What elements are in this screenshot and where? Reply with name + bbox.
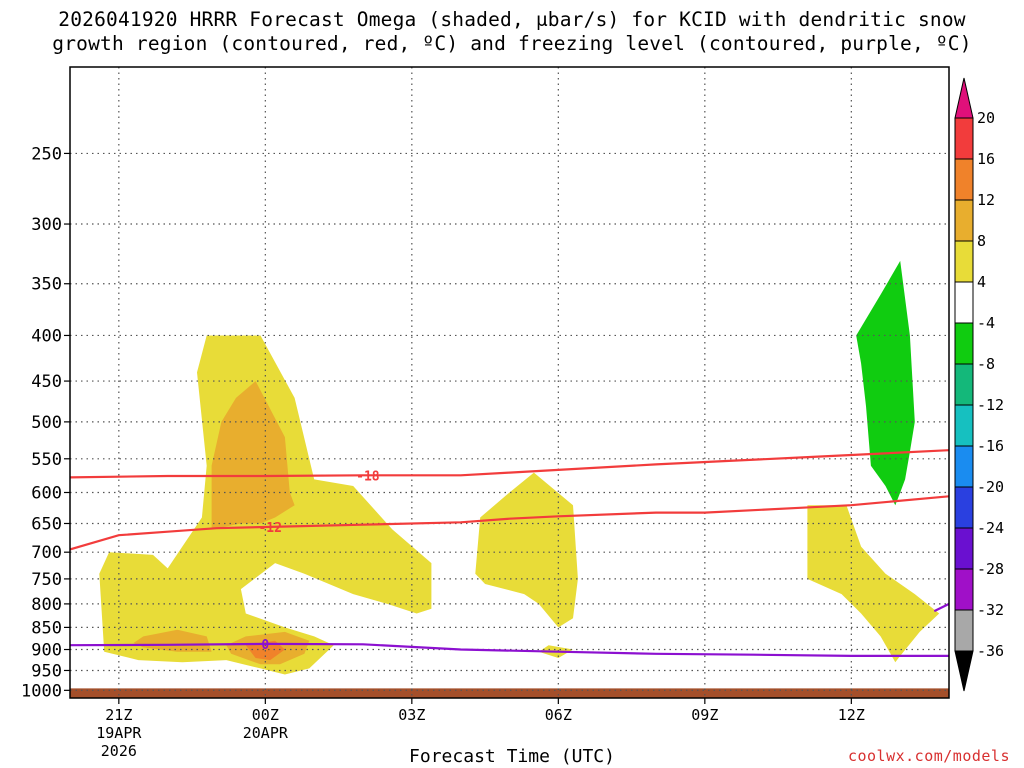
colorbar-label: -12 — [977, 396, 1004, 414]
ground-surface — [70, 688, 949, 698]
title-line-2: growth region (contoured, red, ºC) and f… — [52, 32, 972, 55]
y-tick-label: 300 — [31, 215, 62, 235]
colorbar-bottom-arrow — [954, 650, 974, 692]
x-tick-label: 03Z — [398, 706, 425, 724]
colorbar-bin — [954, 568, 974, 611]
omega-region-5 — [133, 629, 212, 652]
x-tick-label: 19APR — [96, 724, 142, 742]
x-axis-label: Forecast Time (UTC) — [409, 746, 615, 767]
y-tick-label: 500 — [31, 413, 62, 433]
y-tick-label: 850 — [31, 618, 62, 638]
colorbar-bin — [954, 527, 974, 570]
omega-region-3 — [807, 505, 940, 663]
colorbar-label: -24 — [977, 519, 1004, 537]
x-tick-label: 06Z — [545, 706, 572, 724]
y-tick-label: 400 — [31, 326, 62, 346]
contour-dgz_bottom — [70, 495, 949, 551]
x-tick-label: 21Z — [105, 706, 132, 724]
y-tick-label: 950 — [31, 661, 62, 681]
omega-shading-layer — [99, 260, 940, 675]
colorbar-bin — [954, 609, 974, 652]
contour-freezing_level_east — [933, 602, 949, 613]
contour-label: -18 — [356, 469, 380, 484]
y-tick-label: 800 — [31, 595, 62, 615]
y-tick-label: 250 — [31, 144, 62, 164]
colorbar-label: -28 — [977, 560, 1004, 578]
colorbar-label: -4 — [977, 314, 995, 332]
colorbar-bin — [954, 117, 974, 160]
colorbar-label: 8 — [977, 232, 986, 250]
y-tick-label: 350 — [31, 275, 62, 295]
chart-title: 2026041920 HRRR Forecast Omega (shaded, … — [0, 8, 1024, 56]
colorbar-bin — [954, 445, 974, 488]
colorbar-label: -8 — [977, 355, 995, 373]
credit-text: coolwx.com/models — [847, 747, 1010, 765]
contour-dgz_top — [70, 449, 949, 479]
colorbar-bin — [954, 404, 974, 447]
colorbar-bin — [954, 322, 974, 365]
contour-layer: -18 -12 0 — [70, 449, 949, 658]
colorbar-bin — [954, 363, 974, 406]
surface-layer — [70, 688, 949, 698]
y-tick-label: 700 — [31, 543, 62, 563]
colorbar-bin — [954, 240, 974, 283]
y-axis: 250 300 350 400 450 500 550 600 650 700 750 800 850 9… — [21, 144, 70, 701]
x-tick-label: 09Z — [691, 706, 718, 724]
colorbar-bin — [954, 158, 974, 201]
x-tick-label: 20APR — [243, 724, 289, 742]
y-tick-label: 550 — [31, 450, 62, 470]
contour-label: 0 — [261, 638, 269, 653]
x-tick-label: 2026 — [101, 742, 137, 760]
colorbar-top-arrow — [954, 77, 974, 119]
colorbar-label: 12 — [977, 191, 995, 209]
colorbar-label: 16 — [977, 150, 995, 168]
y-tick-label: 600 — [31, 483, 62, 503]
colorbar-label: 4 — [977, 273, 986, 291]
colorbar-bin — [954, 199, 974, 242]
colorbar-label: 20 — [977, 109, 995, 127]
x-tick-label: 12Z — [838, 706, 865, 724]
y-tick-label: 1000 — [21, 681, 62, 701]
colorbar-label: -16 — [977, 437, 1004, 455]
omega-region-8 — [856, 260, 915, 506]
y-tick-label: 900 — [31, 641, 62, 661]
y-tick-label: 450 — [31, 372, 62, 392]
colorbar: 20 16 12 8 4 -4 -8 -12 -16 -20 -24 -28 -32 -36 — [954, 77, 1004, 692]
colorbar-bin — [954, 486, 974, 529]
title-line-1: 2026041920 HRRR Forecast Omega (shaded, … — [58, 8, 966, 31]
grid-layer — [70, 67, 949, 698]
y-tick-label: 650 — [31, 514, 62, 534]
contour-freezing_level — [70, 642, 949, 658]
colorbar-label: -36 — [977, 642, 1004, 660]
omega-region-1 — [475, 472, 578, 628]
colorbar-label: -20 — [977, 478, 1004, 496]
plot-border — [69, 66, 950, 699]
colorbar-label: -32 — [977, 601, 1004, 619]
contour-label: -12 — [258, 521, 281, 536]
x-tick-label: 00Z — [252, 706, 279, 724]
y-tick-label: 750 — [31, 570, 62, 590]
plot-frame — [69, 66, 950, 699]
colorbar-bin — [954, 281, 974, 324]
